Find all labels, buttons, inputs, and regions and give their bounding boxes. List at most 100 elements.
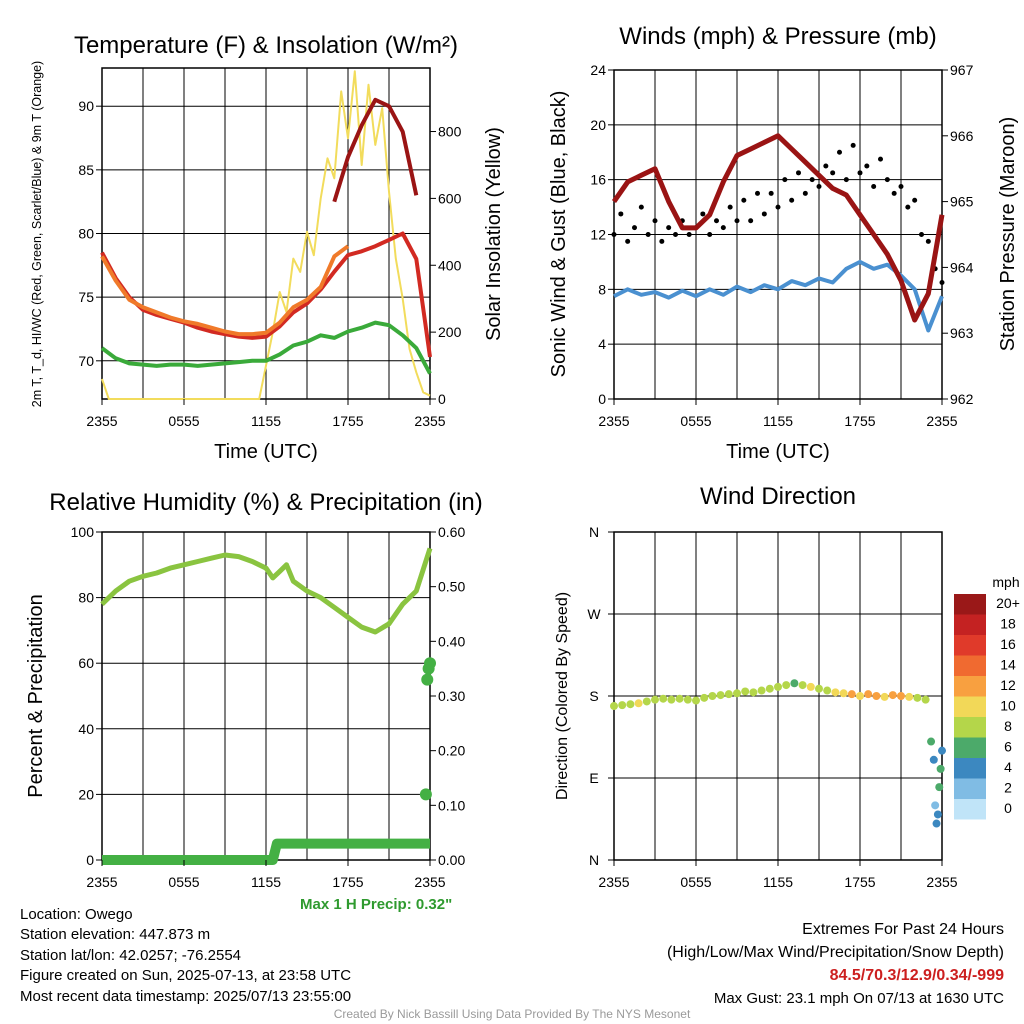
series-precip-events bbox=[421, 673, 434, 686]
rh-xtick-label: 2355 bbox=[86, 874, 117, 890]
dir-xtick-label: 1155 bbox=[763, 874, 793, 890]
series-gust bbox=[761, 211, 767, 217]
colorbar-swatch bbox=[954, 676, 986, 697]
direction-point bbox=[936, 764, 945, 773]
wind-yticks-label: 16 bbox=[590, 172, 606, 188]
temperature-xlabel: Time (UTC) bbox=[214, 441, 318, 463]
direction-point bbox=[938, 746, 946, 755]
series-gust bbox=[727, 204, 733, 210]
series-gust bbox=[645, 232, 651, 237]
direction-point bbox=[905, 692, 914, 701]
pressure-ylabel: Station Pressure (Maroon) bbox=[997, 117, 1019, 352]
direction-point bbox=[675, 694, 684, 703]
location: Location: Owego bbox=[20, 906, 133, 923]
wind-y2ticks-label: 963 bbox=[950, 325, 974, 341]
rh-xtick-label: 2355 bbox=[414, 874, 445, 890]
series-gust bbox=[898, 184, 904, 190]
temp-yticks-label: 80 bbox=[78, 226, 94, 242]
series-precip-events bbox=[419, 788, 432, 801]
rh-yticks-label: 40 bbox=[78, 721, 94, 737]
direction-point bbox=[667, 695, 676, 704]
dir-xtick-label: 2355 bbox=[926, 874, 957, 890]
temp-yticks-label: 85 bbox=[78, 162, 94, 178]
series-9m-t bbox=[100, 244, 350, 337]
series-gust bbox=[638, 204, 644, 210]
direction-point bbox=[757, 686, 766, 695]
series-gust bbox=[659, 238, 665, 244]
temperature-ylabel: 2m T, T_d, HI/WC (Red, Green, Scarlet/Bl… bbox=[30, 61, 44, 407]
direction-point bbox=[815, 684, 823, 693]
created: Figure created on Sun, 2025-07-13, at 23… bbox=[20, 967, 352, 985]
direction-point bbox=[839, 689, 848, 698]
humidity-ylabel: Percent & Precipitation bbox=[25, 594, 47, 797]
latlon: Station lat/lon: 42.0257; -76.2554 bbox=[20, 946, 242, 964]
colorbar-swatch bbox=[954, 778, 986, 799]
wind-yticks-label: 12 bbox=[590, 227, 606, 243]
direction-point bbox=[864, 690, 873, 699]
colorbar-label: 12 bbox=[1000, 677, 1016, 693]
station-info: Location: Owego Station elevation: 447.8… bbox=[20, 905, 351, 1007]
temp-y2ticks-label: 600 bbox=[438, 190, 462, 206]
series-station-pressure bbox=[611, 133, 945, 323]
series-gust bbox=[809, 177, 815, 183]
series-precipitation bbox=[102, 838, 430, 865]
elevation: Station elevation: 447.873 m bbox=[20, 926, 211, 944]
rh-y2ticks-label: 0.00 bbox=[438, 852, 465, 868]
series-gust bbox=[871, 184, 877, 190]
series-sonic-wind bbox=[613, 259, 944, 333]
rh-yticks-label: 80 bbox=[78, 590, 94, 606]
series-gust bbox=[891, 190, 897, 196]
direction-point bbox=[659, 694, 668, 703]
direction-point bbox=[626, 700, 635, 709]
series-gust bbox=[714, 218, 719, 224]
temp-xtick-label: 0555 bbox=[168, 413, 199, 429]
temp-xtick-label: 2355 bbox=[86, 413, 117, 429]
colorbar-label: 6 bbox=[1004, 739, 1012, 755]
max-precip: Max 1 H Precip: 0.32" bbox=[300, 896, 453, 913]
wind-xtick-label: 2355 bbox=[598, 413, 629, 429]
rh-yticks-label: 100 bbox=[71, 524, 95, 540]
direction-point bbox=[935, 783, 944, 792]
direction-point bbox=[921, 695, 930, 704]
series-gust bbox=[925, 238, 931, 244]
colorbar-label: 8 bbox=[1004, 718, 1012, 734]
series-gust bbox=[755, 190, 760, 196]
direction-point bbox=[847, 690, 856, 699]
recent-timestamp: Most recent data timestamp: 2025/07/13 2… bbox=[20, 987, 352, 1005]
colorbar-title: mph bbox=[992, 574, 1019, 590]
series-gust bbox=[919, 232, 924, 237]
colorbar-swatch bbox=[954, 655, 986, 676]
direction-point bbox=[856, 692, 864, 700]
dir-ytick-label: S bbox=[589, 688, 598, 704]
rh-y2ticks-label: 0.30 bbox=[438, 688, 465, 704]
dir-ytick-label: W bbox=[587, 606, 601, 622]
dir-ytick-label: N bbox=[589, 524, 599, 540]
wind-xtick-label: 1755 bbox=[844, 413, 875, 429]
direction-point bbox=[724, 690, 733, 699]
series-gust bbox=[789, 197, 795, 203]
extremes-values: 84.5/70.3/12.9/0.34/-999 bbox=[829, 967, 1004, 984]
series-gust bbox=[802, 190, 808, 196]
rh-xtick-label: 0555 bbox=[168, 874, 199, 890]
max-precip-note: Max 1 H Precip: 0.32" bbox=[300, 895, 452, 915]
direction-point bbox=[765, 684, 774, 693]
direction-point bbox=[831, 688, 840, 697]
colorbar-label: 2 bbox=[1004, 780, 1012, 796]
colorbar-label: 0 bbox=[1004, 800, 1012, 816]
dir-xtick-label: 1755 bbox=[844, 874, 875, 890]
wind-y2ticks-label: 964 bbox=[950, 259, 974, 275]
colorbar-label: 10 bbox=[1000, 698, 1016, 714]
series-gust bbox=[625, 238, 631, 244]
rh-yticks-label: 60 bbox=[78, 655, 94, 671]
rh-y2ticks-label: 0.10 bbox=[438, 797, 465, 813]
direction-point bbox=[798, 681, 807, 690]
series-gust bbox=[878, 156, 883, 162]
dir-xtick-label: 2355 bbox=[598, 874, 629, 890]
direction-ylabel: Direction (Colored By Speed) bbox=[554, 592, 571, 800]
max-gust: Max Gust: 23.1 mph On 07/13 at 1630 UTC bbox=[713, 990, 1004, 1007]
series-precip-events bbox=[424, 657, 436, 670]
colorbar-swatch bbox=[954, 696, 986, 717]
temp-yticks-label: 75 bbox=[78, 289, 94, 305]
direction-point bbox=[642, 697, 651, 706]
temp-yticks-label: 90 bbox=[78, 98, 94, 114]
